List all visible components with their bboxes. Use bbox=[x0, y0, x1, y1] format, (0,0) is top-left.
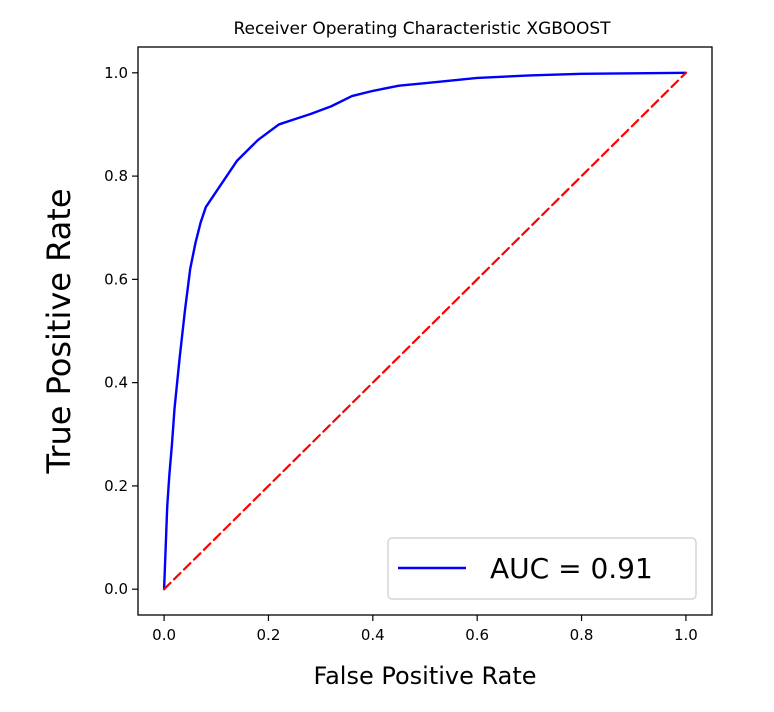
chance-line bbox=[162, 71, 688, 591]
legend-box bbox=[387, 537, 697, 600]
y-tick-label: 0.4 bbox=[104, 374, 128, 392]
x-tick-label: 0.6 bbox=[465, 626, 489, 644]
y-axis-ticks: 0.0 0.2 0.4 0.6 0.8 1.0 bbox=[104, 64, 138, 598]
legend-label-auc: AUC = 0.91 bbox=[490, 552, 653, 585]
y-tick-label: 0.6 bbox=[104, 270, 128, 288]
plot-frame bbox=[137, 46, 713, 616]
x-axis-ticks: 0.0 0.2 0.4 0.6 0.8 1.0 bbox=[152, 615, 698, 644]
x-tick-label: 0.4 bbox=[361, 626, 385, 644]
y-axis-label: True Positive Rate bbox=[40, 188, 78, 474]
y-tick-label: 0.2 bbox=[104, 477, 128, 495]
x-tick-label: 0.2 bbox=[257, 626, 281, 644]
y-tick-label: 1.0 bbox=[104, 64, 128, 82]
x-tick-label: 1.0 bbox=[674, 626, 698, 644]
x-tick-label: 0.0 bbox=[152, 626, 176, 644]
x-tick-label: 0.8 bbox=[570, 626, 594, 644]
roc-curve-line bbox=[162, 71, 688, 591]
legend: AUC = 0.91 bbox=[387, 537, 697, 600]
x-axis-label: False Positive Rate bbox=[313, 662, 536, 690]
series-layer bbox=[162, 71, 688, 591]
chart-title: Receiver Operating Characteristic XGBOOS… bbox=[233, 19, 611, 39]
y-tick-label: 0.8 bbox=[104, 167, 128, 185]
y-tick-label: 0.0 bbox=[104, 580, 128, 598]
